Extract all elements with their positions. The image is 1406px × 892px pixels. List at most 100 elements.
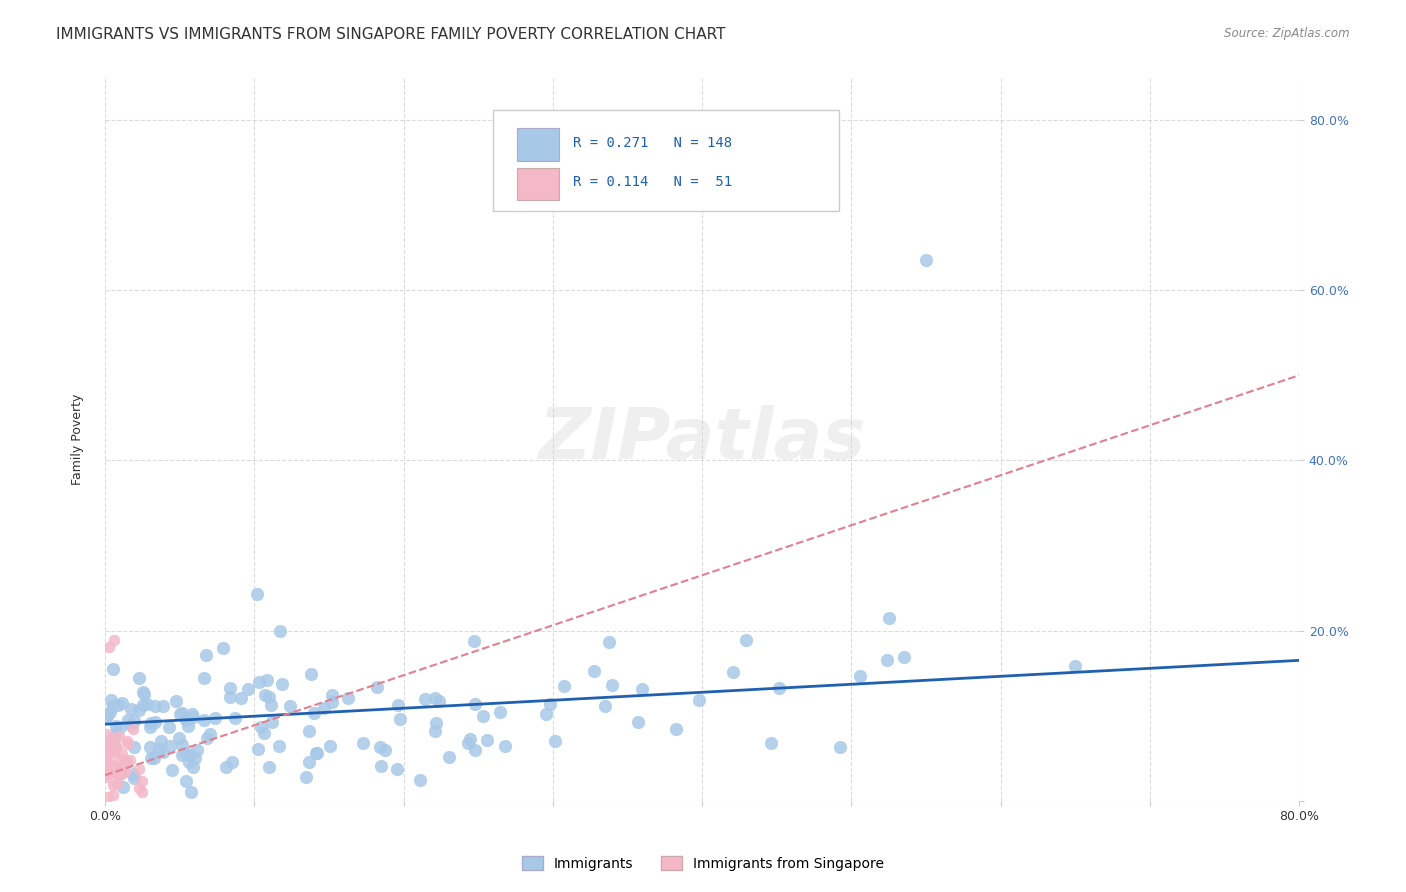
Point — [121, 766, 143, 780]
Point — [298, 723, 321, 738]
Point — [128, 762, 150, 776]
Point — [735, 632, 758, 647]
Point — [193, 671, 215, 685]
Point — [172, 748, 194, 763]
Point — [122, 722, 145, 736]
Point — [104, 719, 127, 733]
Point — [271, 677, 294, 691]
Point — [464, 697, 486, 711]
Point — [425, 723, 447, 738]
Point — [257, 760, 280, 774]
Point — [96, 748, 118, 763]
FancyBboxPatch shape — [517, 128, 558, 161]
Point — [96, 736, 118, 750]
Point — [104, 728, 127, 742]
Point — [254, 688, 277, 702]
Point — [366, 681, 388, 695]
Point — [598, 635, 620, 649]
Point — [184, 751, 207, 765]
Point — [665, 722, 688, 736]
Point — [593, 698, 616, 713]
Point — [627, 714, 650, 729]
Point — [219, 681, 242, 695]
Point — [472, 708, 495, 723]
Point — [117, 733, 139, 747]
Point — [305, 746, 328, 760]
Point — [96, 709, 118, 723]
Point — [893, 649, 915, 664]
Point — [139, 740, 162, 755]
Point — [111, 761, 134, 775]
Point — [427, 694, 450, 708]
Point — [101, 738, 124, 752]
Point — [423, 691, 446, 706]
Point — [105, 763, 128, 777]
Point — [96, 766, 118, 780]
Point — [494, 739, 516, 753]
Point — [139, 720, 162, 734]
Point — [260, 714, 283, 729]
Point — [439, 750, 461, 764]
Point — [215, 760, 238, 774]
Point — [107, 752, 129, 766]
Point — [176, 713, 198, 727]
Point — [186, 743, 208, 757]
Point — [96, 789, 118, 804]
Point — [304, 747, 326, 761]
Point — [128, 703, 150, 717]
Point — [413, 691, 436, 706]
Point — [114, 765, 136, 780]
Point — [143, 715, 166, 730]
Point — [98, 743, 121, 757]
Point — [98, 640, 121, 654]
Point — [105, 776, 128, 790]
Point — [122, 771, 145, 785]
Point — [352, 735, 374, 749]
Point — [250, 720, 273, 734]
Point — [177, 755, 200, 769]
Point — [409, 773, 432, 788]
Point — [174, 774, 197, 789]
Point — [96, 746, 118, 760]
Text: ZIPatlas: ZIPatlas — [538, 405, 866, 474]
Point — [321, 695, 343, 709]
Text: Source: ZipAtlas.com: Source: ZipAtlas.com — [1225, 27, 1350, 40]
Point — [96, 727, 118, 741]
Point — [387, 762, 409, 776]
Point — [246, 587, 269, 601]
Point — [553, 679, 575, 693]
Point — [425, 716, 447, 731]
Point — [103, 698, 125, 713]
Point — [879, 611, 901, 625]
Point — [298, 755, 321, 769]
Point — [98, 737, 121, 751]
Point — [98, 706, 121, 720]
Point — [128, 780, 150, 795]
Point — [600, 678, 623, 692]
Point — [105, 766, 128, 780]
Point — [96, 771, 118, 785]
Point — [128, 671, 150, 685]
Point — [122, 740, 145, 755]
Point — [177, 719, 200, 733]
Point — [165, 694, 187, 708]
Point — [148, 742, 170, 756]
Point — [174, 746, 197, 760]
Point — [172, 706, 194, 720]
Point — [181, 760, 204, 774]
Point — [104, 764, 127, 779]
Point — [96, 746, 118, 760]
Point — [337, 690, 360, 705]
Point — [181, 709, 204, 723]
Point — [876, 653, 898, 667]
Point — [204, 710, 226, 724]
Point — [100, 693, 122, 707]
Point — [122, 714, 145, 729]
Point — [157, 720, 180, 734]
Point — [105, 740, 128, 755]
Point — [253, 725, 276, 739]
Text: R = 0.271   N = 148: R = 0.271 N = 148 — [574, 136, 733, 150]
Point — [107, 760, 129, 774]
Point — [721, 665, 744, 680]
Point — [224, 711, 246, 725]
